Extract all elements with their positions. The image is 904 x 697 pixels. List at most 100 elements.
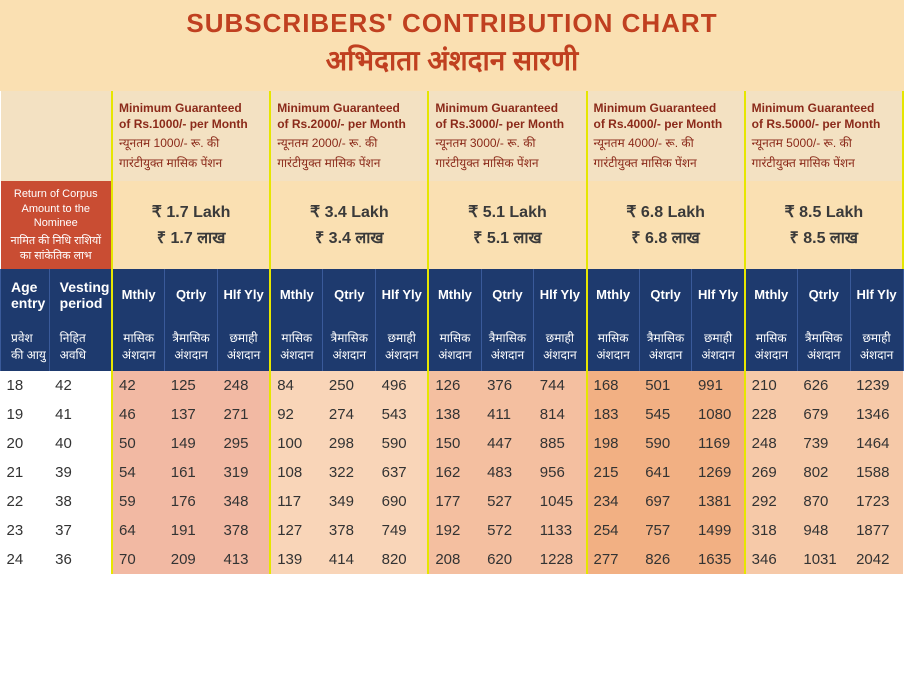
- data-cell: 349: [323, 487, 376, 516]
- table-row: 1842421252488425049612637674416850199121…: [1, 371, 904, 400]
- data-cell: 411: [481, 400, 534, 429]
- corpus-value: ₹ 5.1 Lakh₹ 5.1 लाख: [428, 181, 586, 268]
- col-header-hi: छमाही अंशदान: [534, 321, 587, 371]
- data-cell: 447: [481, 429, 534, 458]
- data-cell: 1499: [692, 516, 745, 545]
- data-cell: 125: [165, 371, 218, 400]
- corpus-value: ₹ 3.4 Lakh₹ 3.4 लाख: [270, 181, 428, 268]
- data-cell: 590: [376, 429, 429, 458]
- data-cell: 744: [534, 371, 587, 400]
- data-cell: 176: [165, 487, 218, 516]
- data-cell: 1346: [850, 400, 903, 429]
- tier-header: Minimum Guaranteedof Rs.2000/- per Month…: [271, 91, 427, 181]
- data-cell: 271: [217, 400, 270, 429]
- title-english: SUBSCRIBERS' CONTRIBUTION CHART: [0, 8, 904, 39]
- table-row: 2337641913781273787491925721133254757149…: [1, 516, 904, 545]
- data-cell: 1877: [850, 516, 903, 545]
- col-header-hi: निहित अवधि: [49, 321, 112, 371]
- table-row: 2436702094131394148202086201228277826163…: [1, 545, 904, 574]
- data-cell: 1239: [850, 371, 903, 400]
- data-cell: 277: [587, 545, 640, 574]
- col-header: Hlf Yly: [217, 269, 270, 321]
- table-row: 2238591763481173496901775271045234697138…: [1, 487, 904, 516]
- data-cell: 250: [323, 371, 376, 400]
- data-cell: 378: [323, 516, 376, 545]
- data-cell: 319: [217, 458, 270, 487]
- col-header-hi: छमाही अंशदान: [692, 321, 745, 371]
- data-cell: 1080: [692, 400, 745, 429]
- col-header-hi: छमाही अंशदान: [217, 321, 270, 371]
- data-cell: 42: [112, 371, 165, 400]
- data-cell: 543: [376, 400, 429, 429]
- contribution-table: Minimum Guaranteedof Rs.1000/- per Month…: [0, 91, 904, 574]
- data-cell: 1464: [850, 429, 903, 458]
- data-cell: 376: [481, 371, 534, 400]
- data-cell: 70: [112, 545, 165, 574]
- col-header-hi: मासिक अंशदान: [428, 321, 481, 371]
- data-cell: 620: [481, 545, 534, 574]
- data-cell: 1381: [692, 487, 745, 516]
- age-cell: 22: [1, 487, 50, 516]
- data-cell: 192: [428, 516, 481, 545]
- data-cell: 626: [797, 371, 850, 400]
- data-cell: 137: [165, 400, 218, 429]
- data-cell: 1635: [692, 545, 745, 574]
- vesting-cell: 39: [49, 458, 112, 487]
- data-cell: 191: [165, 516, 218, 545]
- data-cell: 117: [270, 487, 323, 516]
- tier-header: Minimum Guaranteedof Rs.5000/- per Month…: [746, 91, 902, 181]
- col-header-hi: त्रैमासिक अंशदान: [639, 321, 692, 371]
- col-header: Mthly: [112, 269, 165, 321]
- data-cell: 108: [270, 458, 323, 487]
- data-cell: 697: [639, 487, 692, 516]
- data-cell: 126: [428, 371, 481, 400]
- col-header-hi: त्रैमासिक अंशदान: [165, 321, 218, 371]
- data-cell: 162: [428, 458, 481, 487]
- data-cell: 127: [270, 516, 323, 545]
- data-cell: 100: [270, 429, 323, 458]
- data-cell: 208: [428, 545, 481, 574]
- col-header: Age entry: [1, 269, 50, 321]
- tier-header: Minimum Guaranteedof Rs.1000/- per Month…: [113, 91, 269, 181]
- vesting-cell: 42: [49, 371, 112, 400]
- data-cell: 46: [112, 400, 165, 429]
- age-cell: 21: [1, 458, 50, 487]
- data-cell: 149: [165, 429, 218, 458]
- age-cell: 24: [1, 545, 50, 574]
- data-cell: 64: [112, 516, 165, 545]
- corpus-value: ₹ 6.8 Lakh₹ 6.8 लाख: [587, 181, 745, 268]
- age-cell: 18: [1, 371, 50, 400]
- data-cell: 1269: [692, 458, 745, 487]
- data-cell: 378: [217, 516, 270, 545]
- data-cell: 254: [587, 516, 640, 545]
- tier-header: Minimum Guaranteedof Rs.3000/- per Month…: [429, 91, 585, 181]
- col-header-hi: मासिक अंशदान: [745, 321, 798, 371]
- data-cell: 483: [481, 458, 534, 487]
- data-cell: 210: [745, 371, 798, 400]
- data-cell: 215: [587, 458, 640, 487]
- col-header: Qtrly: [639, 269, 692, 321]
- data-cell: 198: [587, 429, 640, 458]
- data-cell: 572: [481, 516, 534, 545]
- data-cell: 92: [270, 400, 323, 429]
- vesting-cell: 36: [49, 545, 112, 574]
- title-hindi: अभिदाता अंशदान सारणी: [0, 41, 904, 79]
- data-cell: 820: [376, 545, 429, 574]
- data-cell: 814: [534, 400, 587, 429]
- data-cell: 1133: [534, 516, 587, 545]
- data-cell: 168: [587, 371, 640, 400]
- data-cell: 292: [745, 487, 798, 516]
- data-cell: 1031: [797, 545, 850, 574]
- data-cell: 50: [112, 429, 165, 458]
- data-cell: 234: [587, 487, 640, 516]
- data-cell: 2042: [850, 545, 903, 574]
- data-cell: 139: [270, 545, 323, 574]
- data-cell: 870: [797, 487, 850, 516]
- col-header: Hlf Yly: [692, 269, 745, 321]
- data-cell: 322: [323, 458, 376, 487]
- data-cell: 183: [587, 400, 640, 429]
- data-cell: 1588: [850, 458, 903, 487]
- age-cell: 23: [1, 516, 50, 545]
- data-cell: 885: [534, 429, 587, 458]
- vesting-cell: 37: [49, 516, 112, 545]
